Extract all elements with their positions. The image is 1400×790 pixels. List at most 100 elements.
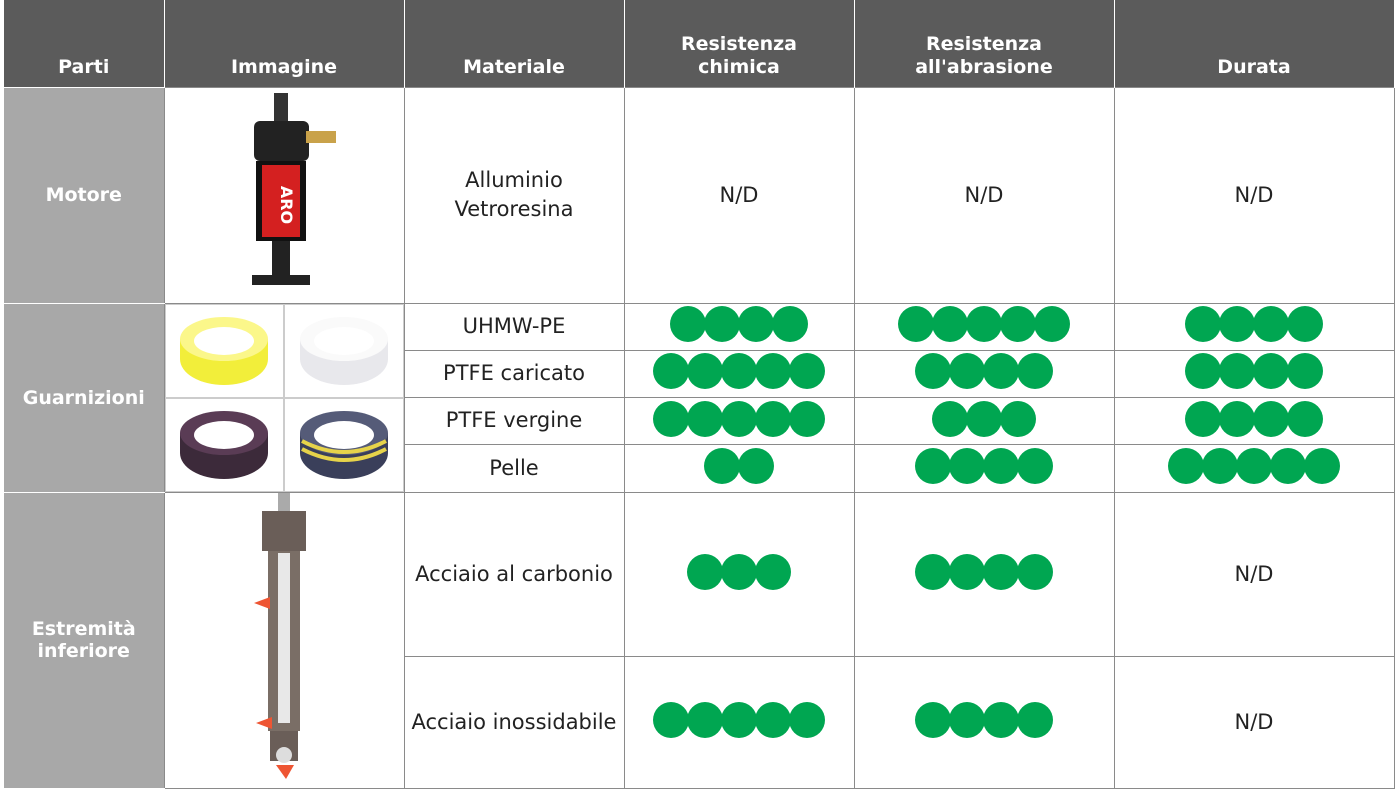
rating-cell: N/D xyxy=(853,86,1115,304)
image-part xyxy=(284,303,404,398)
rating-cell xyxy=(623,491,855,658)
rating-cell xyxy=(853,656,1115,789)
dot xyxy=(966,400,1002,437)
rating-dots xyxy=(915,353,1053,390)
image-part xyxy=(252,274,310,285)
dot xyxy=(1219,400,1255,437)
dot xyxy=(949,553,985,590)
image-cell: ARO xyxy=(163,86,405,304)
dot xyxy=(966,306,1002,343)
dot xyxy=(1236,447,1272,484)
dot xyxy=(721,353,757,390)
rating-cell xyxy=(853,396,1115,446)
image-part xyxy=(262,164,300,237)
image-part: ARO xyxy=(252,92,336,285)
rating-cell xyxy=(623,656,855,789)
image-part xyxy=(164,397,284,492)
dot xyxy=(772,306,808,343)
image-part xyxy=(276,746,292,763)
image-part xyxy=(194,326,255,355)
image-part xyxy=(272,240,290,276)
rating-dots xyxy=(915,553,1053,590)
dot xyxy=(915,701,951,738)
dot xyxy=(1185,400,1221,437)
rating-dots xyxy=(653,353,825,390)
image-cell xyxy=(163,491,405,789)
dot xyxy=(1304,447,1340,484)
dot xyxy=(1017,701,1053,738)
material-cell: Alluminio Vetroresina xyxy=(403,86,625,304)
image-cell xyxy=(163,302,405,493)
rating-dots xyxy=(1185,306,1323,343)
rating-dots xyxy=(1185,400,1323,437)
dot xyxy=(983,701,1019,738)
column-header: Immagine xyxy=(164,0,405,87)
dot xyxy=(755,400,791,437)
dot xyxy=(1017,353,1053,390)
dot xyxy=(670,306,706,343)
material-cell: UHMW-PE xyxy=(403,302,625,351)
table-row: Acciaio inossidabile N/D xyxy=(4,656,1395,789)
image-part: ARO xyxy=(277,185,296,223)
dot xyxy=(1287,353,1323,390)
image-part xyxy=(274,92,288,123)
image-part xyxy=(313,326,374,355)
rating-cell xyxy=(853,349,1115,399)
image-part xyxy=(278,492,290,513)
material-cell: PTFE vergine xyxy=(403,396,625,446)
dot xyxy=(1185,353,1221,390)
column-header: Parti xyxy=(4,0,165,87)
dot xyxy=(1017,553,1053,590)
image-part xyxy=(276,764,294,779)
rating-cell xyxy=(623,444,855,493)
dot xyxy=(738,447,774,484)
material-cell: Acciaio inossidabile xyxy=(403,656,625,789)
rating-dots xyxy=(898,306,1070,343)
part-cell: Motore xyxy=(4,86,165,304)
dot xyxy=(1253,306,1289,343)
rating-cell xyxy=(1113,444,1395,493)
image-part xyxy=(262,510,306,551)
dot xyxy=(1253,400,1289,437)
column-header: Materiale xyxy=(404,0,625,87)
dot xyxy=(738,306,774,343)
column-header: Durata xyxy=(1114,0,1395,87)
dot xyxy=(983,553,1019,590)
dot xyxy=(915,353,951,390)
dot xyxy=(915,553,951,590)
rating-dots xyxy=(687,553,791,590)
image-part xyxy=(299,410,388,479)
dot xyxy=(687,553,723,590)
dot xyxy=(1185,306,1221,343)
rating-cell xyxy=(623,349,855,399)
dot xyxy=(1287,400,1323,437)
dot xyxy=(1000,400,1036,437)
rating-cell xyxy=(623,302,855,351)
table-row: Motore ARO Alluminio Vetroresina N/D N/D N/D xyxy=(4,86,1395,304)
image-part xyxy=(299,316,388,385)
image-part xyxy=(284,397,404,492)
dot xyxy=(1219,306,1255,343)
rating-dots xyxy=(1185,353,1323,390)
image-part xyxy=(300,438,387,462)
rating-cell: N/D xyxy=(623,86,855,304)
dot xyxy=(721,400,757,437)
table-row: Estremità inferiore Acciaio al carbonio N/… xyxy=(4,491,1395,789)
dot xyxy=(1287,306,1323,343)
material-cell: Pelle xyxy=(403,444,625,493)
image-part xyxy=(194,420,255,449)
rating-cell xyxy=(623,396,855,446)
dot xyxy=(653,353,689,390)
dot xyxy=(653,701,689,738)
dot xyxy=(687,400,723,437)
dot xyxy=(755,553,791,590)
rating-cell xyxy=(1113,349,1395,399)
dot xyxy=(1034,306,1070,343)
part-cell: Guarnizioni xyxy=(4,302,165,493)
dot xyxy=(789,353,825,390)
materials-table: Parti Immagine Materiale Resistenza chimica… xyxy=(4,0,1395,789)
dot xyxy=(687,701,723,738)
material-cell: PTFE caricato xyxy=(403,349,625,399)
dot xyxy=(932,400,968,437)
